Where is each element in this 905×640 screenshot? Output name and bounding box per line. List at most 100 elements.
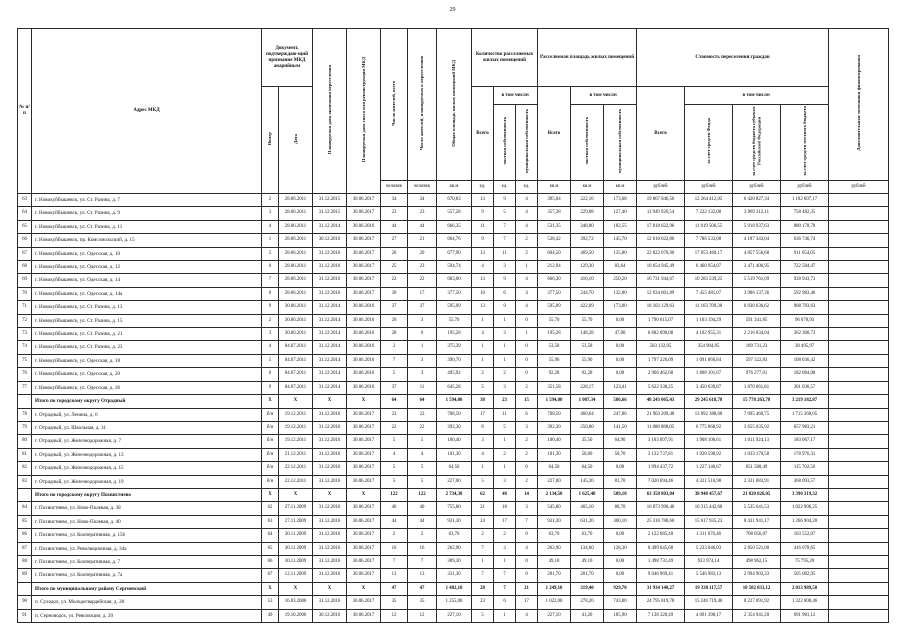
cell-square-private: 222,16 xyxy=(570,192,605,208)
cell-units-total: 1 xyxy=(471,461,495,476)
cell-plan-end-date: 30.12.2016 xyxy=(312,233,348,248)
cell-units-municipal: 2 xyxy=(515,474,539,489)
cell-cost-local: 911 054,05 xyxy=(780,246,830,262)
cell-doc-number: 4 xyxy=(261,340,279,355)
cell-residents-resettled: 17 xyxy=(407,286,438,302)
cell-cost-fund: 4 321 516,98 xyxy=(684,474,734,489)
cell-units-municipal: 4 xyxy=(515,273,539,288)
cell-doc-number: 4 xyxy=(261,219,279,235)
cell-plan-end-date: 31.12.2016 xyxy=(312,286,348,302)
cell-units-total: 7 xyxy=(471,541,495,556)
cell-extra-sources xyxy=(828,568,890,583)
cell-mkd-area: 389,30 xyxy=(436,554,473,570)
cell-doc-number: 7 xyxy=(261,273,279,288)
cell-square-total: 538,42 xyxy=(537,233,572,248)
cell-cost-fund: 19 338 117,57 xyxy=(684,581,734,597)
cell-row-number: 80 xyxy=(17,434,32,449)
cell-cost-region: 15 778 263,78 xyxy=(732,394,782,409)
cell-extra-sources xyxy=(828,595,890,610)
cell-residents-resettled: 23 xyxy=(407,260,438,275)
cell-units-private: 7 xyxy=(493,581,517,597)
col-header-residents: Число жителей, всего xyxy=(380,28,409,181)
cell-doc-number: 6 xyxy=(261,260,279,275)
cell-plan-demolition-date: 30.06.2017 xyxy=(346,233,382,248)
cell-plan-end-date: 31.12.2016 xyxy=(312,568,348,583)
cell-square-total: 351,58 xyxy=(537,380,572,396)
cell-residents-resettled: 20 xyxy=(407,246,438,262)
cell-square-private: 250,80 xyxy=(570,420,605,436)
cell-plan-demolition-date: 30.06.2017 xyxy=(346,407,382,422)
cell-doc-number: б/н xyxy=(261,407,279,422)
cell-row-number: 88 xyxy=(17,554,32,570)
cell-cost-local: 1 322 008,46 xyxy=(780,595,830,610)
cell-plan-end-date: 31.12.2014 xyxy=(312,313,348,329)
cell-doc-date: X xyxy=(277,487,314,503)
table-row: 80 г. Отрадный, ул. Железнодорожная, д. 7… xyxy=(17,434,890,449)
col-header-cost-fund: за счет средств Фонда xyxy=(684,104,734,181)
cell-square-municipal: 0,00 xyxy=(603,353,638,369)
cell-row-number xyxy=(17,487,32,503)
cell-plan-demolition-date: 30.06.2016 xyxy=(346,380,382,396)
cell-cost-region: 1 011 924,13 xyxy=(732,434,782,449)
cell-cost-local: 1 266 904,20 xyxy=(780,514,830,530)
cell-units-private: 7 xyxy=(493,568,517,583)
units-row: человек человек кв.м ед. ед. ед. кв.м кв.м кв.м р… xyxy=(18,180,890,194)
cell-units-municipal: 4 xyxy=(515,286,539,302)
cell-extra-sources xyxy=(828,327,890,342)
cell-square-total: 531,35 xyxy=(537,219,572,235)
cell-plan-end-date: 31.12.2016 xyxy=(312,246,348,262)
cell-residents-resettled: 34 xyxy=(407,192,438,208)
page-number: 29 xyxy=(449,7,456,13)
cell-units-total: 10 xyxy=(471,286,495,302)
cell-cost-fund: 4 091 398,17 xyxy=(684,608,734,624)
table-row: 86 г. Похвистнево, ул. Кооперативная, д. … xyxy=(17,528,890,543)
cell-address: г. Новокуйбышевск, ул. Ст. Разина, д. 21 xyxy=(31,327,262,342)
cell-row-number: 69 xyxy=(17,273,32,288)
cell-units-private: 5 xyxy=(493,420,517,436)
cell-square-private: 631,20 xyxy=(570,514,605,530)
cell-residents-total: 2 xyxy=(380,340,409,355)
table-row: 70 г. Новокуйбышевск, ул. Одесская, д. 14… xyxy=(17,286,890,302)
cell-square-private: 469,50 xyxy=(570,246,605,262)
cell-cost-fund: 6 460 954,07 xyxy=(684,260,734,275)
cell-doc-number: 66 xyxy=(261,554,279,570)
cell-mkd-area: 683,00 xyxy=(436,273,473,288)
cell-units-private: 9 xyxy=(493,192,517,208)
table-row: 68 г. Новокуйбышевск, ул. Одесская, д. 12… xyxy=(17,260,890,275)
cell-address: г. Новокуйбышевск, ул. Одесская, д. 26 xyxy=(31,380,262,396)
cell-units-municipal: 0 xyxy=(515,313,539,329)
cell-square-total: 212,94 xyxy=(537,260,572,275)
cell-row-number: 70 xyxy=(17,286,32,302)
cell-units-private: 1 xyxy=(493,434,517,449)
cell-plan-end-date: 31.12.2014 xyxy=(312,327,348,342)
cell-cost-region: 4 187 343,04 xyxy=(732,233,782,248)
cell-address: Итого по муниципальному району Сергиевск… xyxy=(31,581,262,597)
cell-residents-resettled: 64 xyxy=(407,394,438,409)
cell-residents-total: 7 xyxy=(380,353,409,369)
cell-cost-fund: 4 102 955,31 xyxy=(684,327,734,342)
cell-square-total: 53,58 xyxy=(537,340,572,355)
cell-cost-total: 22 822 070,90 xyxy=(636,246,686,262)
cell-doc-date: X xyxy=(277,581,314,597)
cell-plan-end-date: 31.12.2016 xyxy=(312,554,348,570)
cell-plan-demolition-date: 30.06.2016 xyxy=(346,353,382,369)
cell-cost-region: 3 655 035,92 xyxy=(732,420,782,436)
cell-cost-fund: 10 315 442,68 xyxy=(684,501,734,516)
cell-doc-date: 19.12.2011 xyxy=(277,407,314,422)
cell-square-total: 63,70 xyxy=(537,528,572,543)
cell-extra-sources xyxy=(828,260,890,275)
cell-square-private: 281,70 xyxy=(570,568,605,583)
cell-cost-fund: 5 546 983,13 xyxy=(684,568,734,583)
cell-units-private: 1 xyxy=(493,313,517,329)
cell-square-total: 357,28 xyxy=(537,206,572,221)
cell-square-municipal: 132,80 xyxy=(603,286,638,302)
cell-row-number: 89 xyxy=(17,568,32,583)
cell-square-private: 348,80 xyxy=(570,219,605,235)
cell-units-total: 3 xyxy=(471,434,495,449)
cell-cost-fund: 7 786 533,08 xyxy=(684,233,734,248)
cell-units-total: 62 xyxy=(471,487,495,503)
cell-cost-region: 5 519 761,69 xyxy=(732,273,782,288)
cell-units-municipal: 7 xyxy=(515,514,539,530)
cell-units-municipal: 2 xyxy=(515,447,539,463)
cell-doc-date: 30.11.2009 xyxy=(277,528,314,543)
